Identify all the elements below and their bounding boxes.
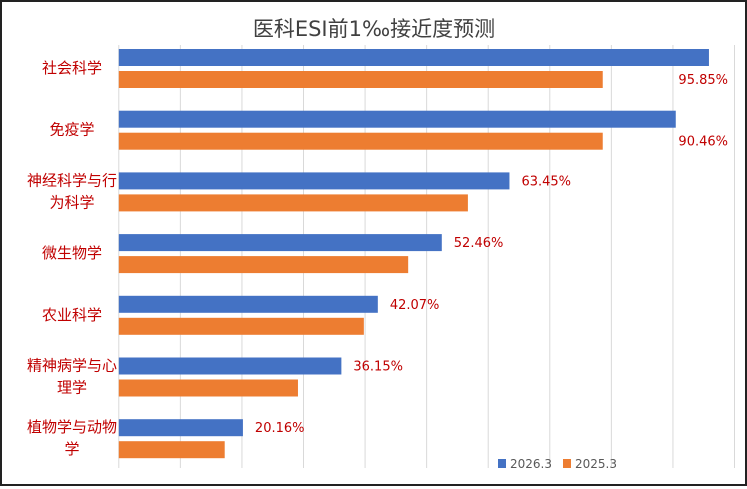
category-label: 精神病学与心 [27, 357, 117, 375]
category-label: 神经科学与行 [27, 171, 117, 189]
bar-2026-3 [118, 357, 342, 375]
chart-title: 医科ESI前1‰接近度预测 [253, 17, 495, 41]
bar-2026-3 [118, 419, 243, 437]
data-label: 52.46% [454, 236, 504, 251]
category-label: 理学 [57, 379, 87, 397]
legend-label: 2026.3 [510, 457, 552, 471]
category-label: 学 [64, 440, 79, 458]
bar-2025-3 [118, 194, 468, 212]
data-label: 20.16% [255, 421, 305, 436]
bar-2025-3 [118, 256, 409, 274]
bar-2025-3 [118, 379, 298, 397]
data-label: 90.46% [678, 135, 728, 150]
category-label: 为科学 [49, 193, 94, 211]
bar-2026-3 [118, 110, 676, 128]
bar-2026-3 [118, 49, 709, 66]
bar-2025-3 [118, 132, 603, 150]
data-label: 63.45% [521, 174, 571, 189]
bar-2025-3 [118, 317, 364, 335]
category-label: 农业科学 [42, 306, 102, 324]
category-label: 微生物学 [42, 244, 102, 262]
legend-label: 2025.3 [575, 457, 617, 471]
data-label: 42.07% [390, 298, 440, 313]
bar-2026-3 [118, 295, 378, 313]
category-label: 植物学与动物 [27, 418, 117, 436]
bar-2025-3 [118, 71, 603, 88]
legend-swatch [563, 459, 571, 468]
category-label: 免疫学 [49, 121, 94, 139]
data-label: 36.15% [353, 360, 403, 375]
bar-2026-3 [118, 234, 442, 252]
data-label: 95.85% [678, 73, 728, 88]
bar-2025-3 [118, 441, 225, 459]
bar-2026-3 [118, 172, 510, 190]
category-label: 社会科学 [42, 59, 102, 77]
legend-swatch [498, 459, 506, 468]
